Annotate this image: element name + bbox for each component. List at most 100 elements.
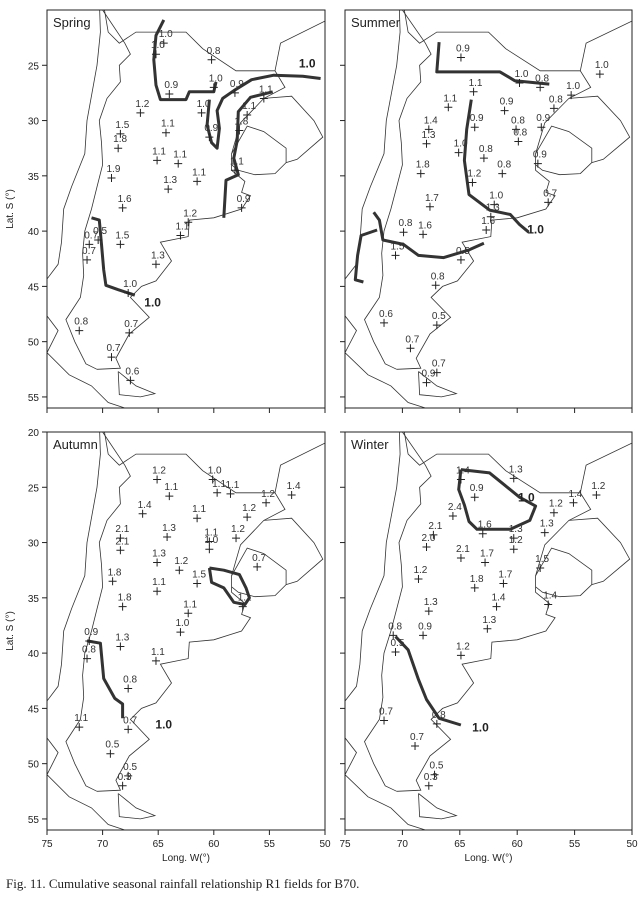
station-value: 0.5 [432,311,446,322]
station-marker [116,129,125,138]
station-marker [468,178,477,187]
x-tick-label: 55 [264,839,276,850]
map-area [47,10,325,408]
station-value: 1.1 [192,167,206,178]
y-tick-label: 40 [28,227,40,238]
station-marker [243,111,252,120]
station-marker [430,770,439,779]
coastline [364,10,432,370]
station-value: 1.2 [591,481,605,492]
station-value: 1.6 [478,520,492,531]
station-value: 0.6 [125,366,139,377]
station-value: 1.3 [424,597,438,608]
station-marker [486,212,495,221]
station-value: 1.1 [204,527,218,538]
station-value: 1.4 [424,115,438,126]
station-value: 2.4 [448,502,462,513]
coastline [345,10,401,280]
y-axis-label: Lat. S (°) [5,189,16,229]
coastline [47,10,101,280]
station-marker [391,251,400,260]
y-tick-label: 40 [28,649,40,660]
station-marker [138,509,147,518]
station-marker [108,577,117,586]
station-marker [94,235,103,244]
station-value: 0.5 [430,761,444,772]
station-value: 1.2 [261,489,275,500]
contour-label: 1.0 [155,717,172,731]
station-value: 0.8 [82,645,96,656]
station-value: 0.9 [418,621,432,632]
station-marker [549,508,558,517]
station-marker [490,200,499,209]
station-value: 0.8 [535,73,549,84]
station-value: 1.6 [118,194,132,205]
station-marker [230,166,239,175]
station-marker [83,255,92,264]
contour-line [457,468,538,531]
station-marker [164,185,173,194]
station-value: 1.0 [209,73,223,84]
station-marker [406,344,415,353]
station-marker [595,70,604,79]
station-marker [205,537,214,546]
station-value: 0.3 [118,772,132,783]
station-value: 1.7 [498,569,512,580]
station-marker [238,602,247,611]
x-tick-label: 50 [319,839,331,850]
station-value: 0.7 [84,230,98,241]
station-value: 0.8 [399,218,413,229]
station-marker [424,781,433,790]
station-marker [184,609,193,618]
station-marker [118,602,127,611]
station-marker [500,106,509,115]
x-tick-label: 65 [153,839,165,850]
station-value: 0.8 [549,94,563,105]
x-tick-label: 55 [569,839,581,850]
station-marker [209,83,218,92]
y-tick-label: 25 [28,61,40,72]
station-marker [470,493,479,502]
coastline [274,20,325,71]
station-marker [193,579,202,588]
station-marker [509,545,518,554]
panel-frame [46,431,326,831]
station-value: 1.1 [152,146,166,157]
coastline [47,432,101,702]
station-value: 0.9 [204,123,218,134]
station-marker [419,230,428,239]
station-value: 1.3 [152,548,166,559]
station-value: 0.7 [379,707,393,718]
station-value: 0.8 [432,710,446,721]
station-marker [424,125,433,134]
station-value: 1.1 [74,713,88,724]
station-marker [549,104,558,113]
station-marker [85,240,94,249]
station-value: 1.2 [152,466,166,477]
station-marker [153,558,162,567]
station-value: 1.2 [509,535,523,546]
x-tick-label: 60 [512,839,524,850]
coastline [579,442,632,493]
contour-line [372,211,485,260]
station-marker [533,159,542,168]
coastline [65,10,131,370]
station-value: 1.0 [595,60,609,71]
contour-line [91,216,136,297]
x-tick-label: 75 [339,839,351,850]
y-tick-label: 45 [28,704,40,715]
station-marker [429,530,438,539]
station-value: 0.7 [252,553,266,564]
station-value: 0.9 [84,627,98,638]
station-marker [163,533,172,542]
station-marker [176,628,185,637]
station-value: 1.8 [470,574,484,585]
contour-label: 1.0 [144,295,161,309]
coastline [65,432,131,792]
contour-line [394,635,462,727]
station-value: 1.4 [543,590,557,601]
station-marker [448,512,457,521]
station-marker [205,545,214,554]
station-value: 1.0 [489,191,503,202]
